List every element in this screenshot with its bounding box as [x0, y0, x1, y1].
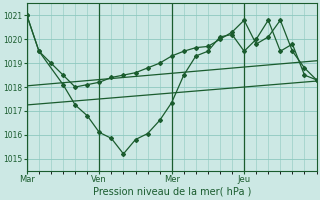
X-axis label: Pression niveau de la mer( hPa ): Pression niveau de la mer( hPa )	[92, 187, 251, 197]
